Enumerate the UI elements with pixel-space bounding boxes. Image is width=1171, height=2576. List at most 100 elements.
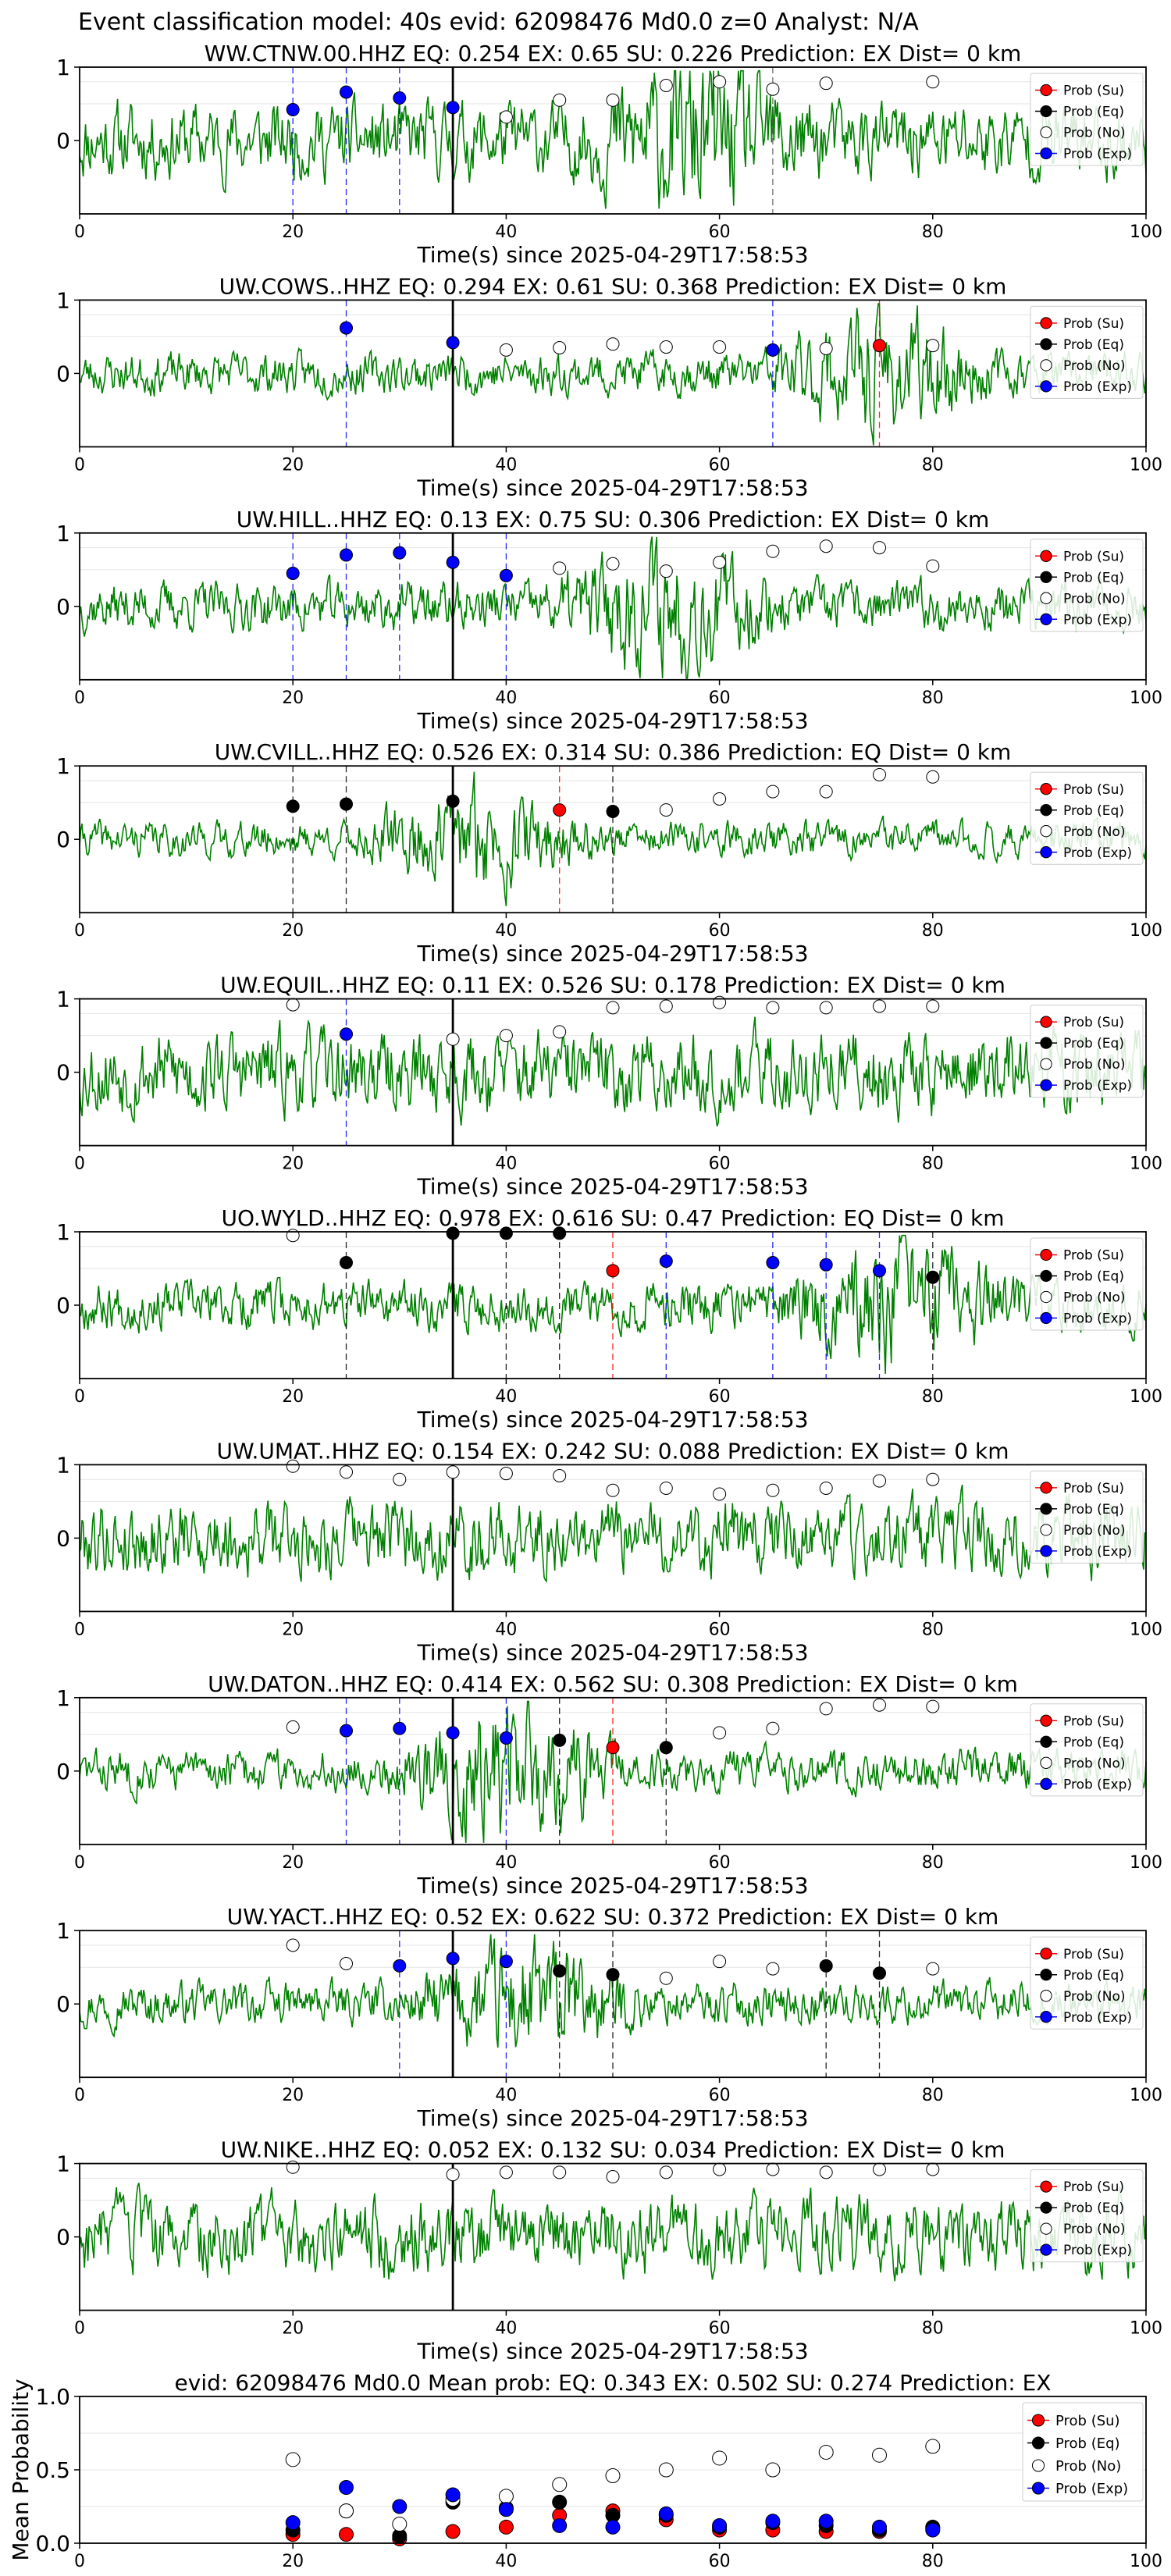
y-axis-label: Mean Probability: [8, 2379, 34, 2560]
mean-prob-marker: [445, 2487, 461, 2503]
y-tick-label: 1: [56, 2151, 70, 2177]
prob-marker-no: [713, 1955, 727, 1969]
x-tick-label: 0: [74, 455, 85, 475]
x-tick-label: 80: [922, 1853, 944, 1873]
prob-marker-no: [659, 999, 673, 1013]
y-tick-label: 0: [56, 128, 70, 154]
legend-label: Prob (No): [1063, 358, 1126, 374]
legend-marker: [1040, 2011, 1052, 2023]
legend-marker: [1040, 2180, 1052, 2193]
mean-prob-marker: [498, 2502, 514, 2517]
x-tick-label: 60: [709, 222, 731, 242]
legend-marker: [1040, 1503, 1052, 1515]
legend-label: Prob (Exp): [1063, 612, 1132, 628]
mean-prob-marker: [818, 2444, 834, 2460]
prob-marker-eq: [446, 1226, 460, 1240]
legend-frame: [1030, 539, 1144, 632]
prob-marker-eq: [926, 1270, 940, 1284]
legend-label: Prob (Eq): [1063, 105, 1124, 120]
x-axis-label: Time(s) since 2025-04-29T17:58:53: [416, 1639, 808, 1665]
legend-marker: [1040, 1969, 1052, 1981]
mean-prob-marker: [285, 2452, 301, 2467]
x-tick-label: 60: [709, 1853, 731, 1873]
y-tick-label: 0: [56, 1991, 70, 2017]
prob-marker-no: [553, 1025, 567, 1039]
mean-prob-marker: [392, 2517, 408, 2532]
prob-marker-no: [926, 1699, 940, 1713]
legend-label: Prob (No): [1063, 1523, 1126, 1539]
panel-title: UW.COWS..HHZ EQ: 0.294 EX: 0.61 SU: 0.36…: [219, 273, 1007, 299]
legend-label: Prob (Su): [1063, 84, 1124, 99]
x-tick-label: 20: [282, 455, 304, 475]
mean-prob-marker: [872, 2447, 887, 2463]
prob-marker-eq: [340, 1255, 353, 1269]
mean-prob-marker: [925, 2439, 941, 2454]
prob-marker-no: [340, 1957, 353, 1970]
prob-marker-no: [713, 75, 727, 89]
x-tick-label: 40: [495, 2319, 517, 2339]
prob-marker-eq: [446, 794, 460, 808]
prob-marker-no: [873, 541, 886, 555]
prob-marker-exp: [340, 548, 353, 562]
prob-marker-exp: [499, 568, 513, 582]
prob-marker-no: [553, 1469, 567, 1482]
legend-label: Prob (Eq): [1055, 2435, 1120, 2452]
mean-prob-marker: [552, 2477, 568, 2492]
waveform-trace: [79, 1700, 1147, 1843]
mean-prob-marker: [605, 2468, 621, 2484]
legend-label: Prob (Exp): [1063, 2243, 1132, 2258]
prob-marker-no: [553, 561, 567, 575]
waveform-trace: [79, 1234, 1147, 1374]
prob-marker-exp: [446, 1726, 460, 1740]
x-tick-label: 40: [495, 2552, 517, 2571]
prob-marker-eq: [659, 1741, 673, 1755]
legend-label: Prob (Exp): [1063, 1078, 1132, 1094]
x-tick-label: 80: [922, 2319, 944, 2339]
chart-panel-9: UW.NIKE..HHZ EQ: 0.052 EX: 0.132 SU: 0.0…: [56, 2137, 1162, 2364]
prob-marker-no: [499, 343, 513, 357]
legend-marker: [1040, 1714, 1052, 1727]
prob-marker-no: [926, 770, 940, 784]
prob-marker-no: [340, 1465, 353, 1479]
x-tick-label: 60: [709, 2086, 731, 2105]
legend-marker: [1040, 1269, 1052, 1283]
legend-label: Prob (Su): [1055, 2413, 1120, 2429]
x-tick-label: 20: [282, 921, 304, 941]
legend-label: Prob (Exp): [1063, 845, 1132, 861]
x-tick-label: 80: [922, 2552, 944, 2571]
legend-label: Prob (Exp): [1063, 379, 1132, 395]
legend-frame: [1022, 2402, 1144, 2502]
prob-marker-no: [606, 93, 620, 107]
chart-panel-5: UO.WYLD..HHZ EQ: 0.978 EX: 0.616 SU: 0.4…: [56, 1205, 1162, 1432]
legend-label: Prob (Exp): [1063, 1544, 1132, 1560]
x-tick-label: 100: [1130, 688, 1162, 708]
prob-marker-exp: [340, 85, 353, 99]
legend-label: Prob (Su): [1063, 1248, 1124, 1264]
mean-prob-marker: [392, 2499, 408, 2514]
legend-marker: [1040, 1990, 1052, 2002]
waveform-trace: [79, 1016, 1147, 1127]
prob-marker-no: [926, 559, 940, 573]
x-tick-label: 40: [495, 2086, 517, 2105]
legend-label: Prob (Su): [1063, 549, 1124, 564]
y-tick-label: 1.0: [35, 2384, 70, 2410]
prob-marker-exp: [446, 101, 460, 115]
legend-label: Prob (Eq): [1063, 570, 1124, 585]
prob-marker-su: [606, 1264, 620, 1278]
chart-panel-7: UW.DATON..HHZ EQ: 0.414 EX: 0.562 SU: 0.…: [56, 1671, 1162, 1898]
prob-marker-no: [659, 1971, 673, 1985]
prob-marker-eq: [553, 1733, 567, 1747]
prob-marker-no: [819, 1702, 833, 1716]
prob-marker-no: [446, 1032, 460, 1046]
legend-label: Prob (No): [1063, 824, 1126, 840]
legend-label: Prob (No): [1063, 126, 1126, 141]
prob-marker-no: [819, 1481, 833, 1495]
x-tick-label: 100: [1130, 2086, 1162, 2105]
prob-marker-exp: [499, 1955, 513, 1969]
prob-marker-no: [446, 1465, 460, 1479]
x-axis-label: Time(s) since 2025-04-29T17:58:53: [416, 2105, 808, 2131]
x-axis-label: Time(s) since 2025-04-29T17:58:53: [416, 1174, 808, 1200]
legend-label: Prob (Su): [1063, 782, 1124, 798]
legend-label: Prob (Exp): [1063, 2010, 1132, 2026]
prob-marker-no: [713, 1726, 727, 1740]
